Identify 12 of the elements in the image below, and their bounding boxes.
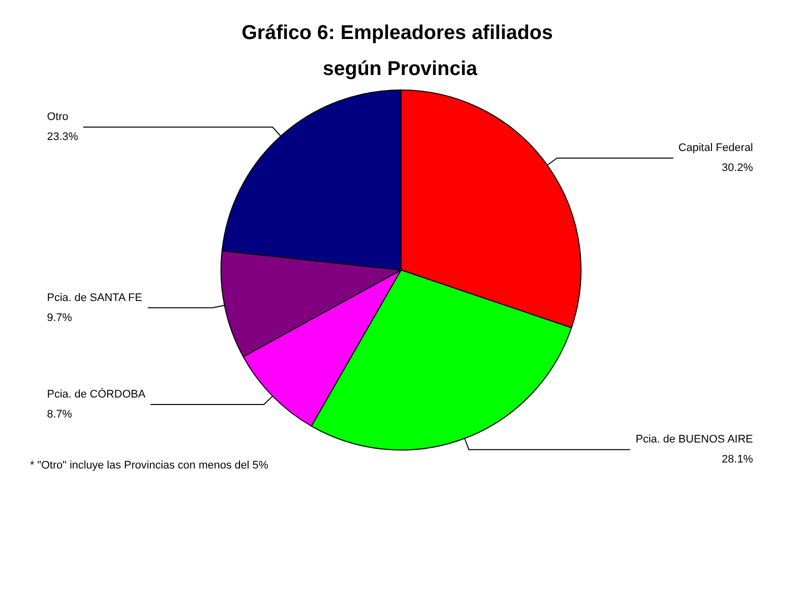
slice-label: Otro (47, 111, 68, 124)
chart-title: Gráfico 6: Empleadores afiliados según Provincia (242, 22, 558, 80)
data-label: 9.7% (47, 312, 72, 324)
data-label: 28.1% (722, 454, 754, 466)
slice-label: Pcia. de CÓRDOBA (47, 387, 146, 400)
data-label: 30.2% (722, 162, 754, 174)
text: * "Otro" incluye las Provincias con menos del 5% (30, 460, 269, 472)
slice-label: Capital Federal (678, 142, 753, 154)
data-label: 8.7% (47, 408, 72, 420)
slice-label: Pcia. de BUENOS AIRE (636, 434, 753, 446)
data-label: 23.3% (47, 131, 78, 144)
slice-label: Pcia. de SANTA FE (47, 292, 142, 304)
